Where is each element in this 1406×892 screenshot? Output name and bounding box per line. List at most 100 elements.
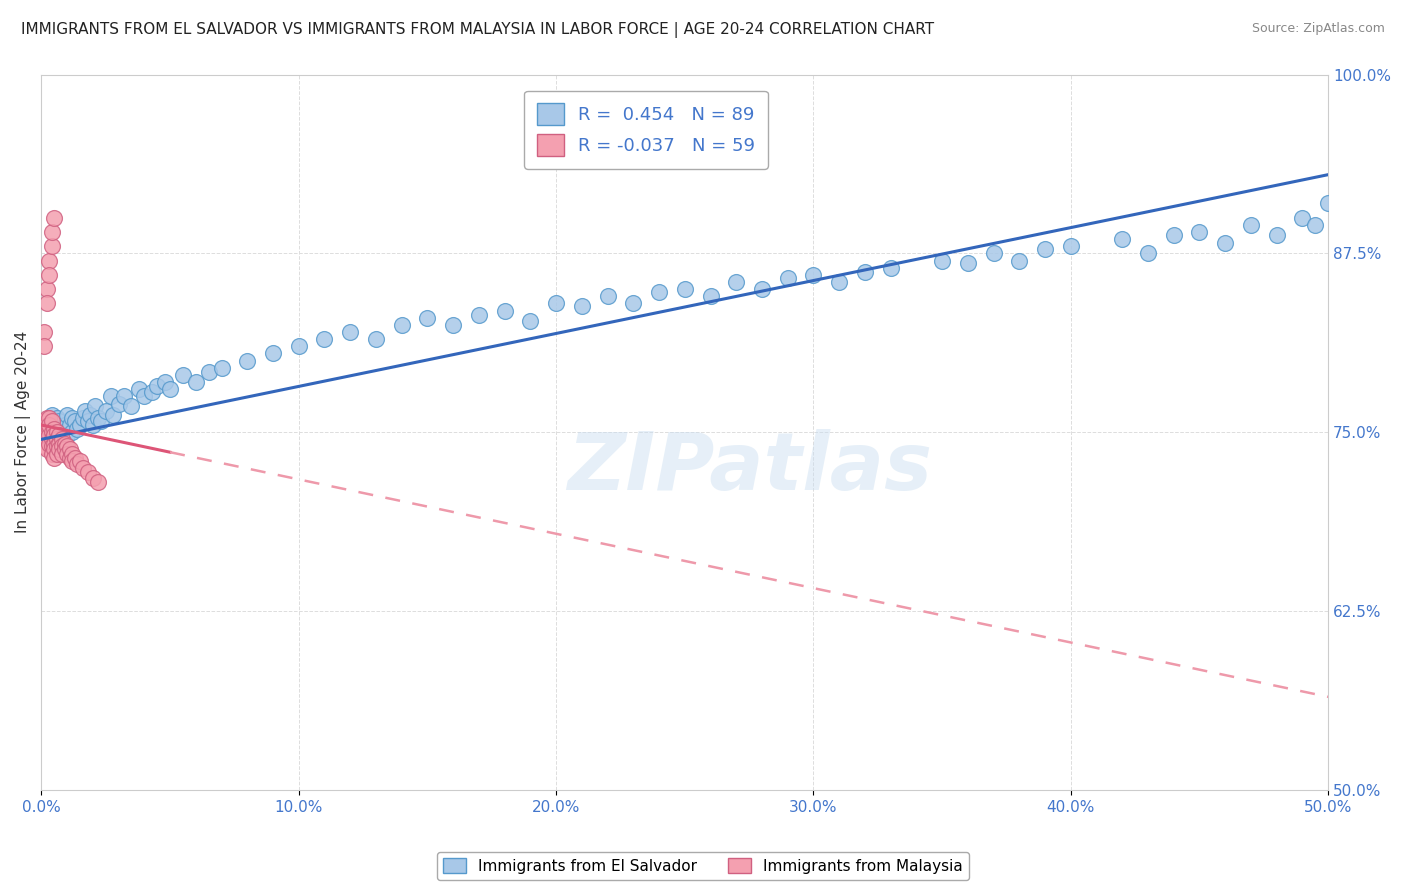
Point	[441, 318, 464, 332]
Point	[38, 436, 60, 450]
Point	[79, 408, 101, 422]
Point	[112, 389, 135, 403]
Point	[879, 260, 901, 275]
Point	[41, 422, 63, 436]
Point	[1265, 227, 1288, 242]
Point	[41, 239, 63, 253]
Point	[197, 365, 219, 379]
Point	[44, 450, 66, 465]
Point	[32, 339, 55, 353]
Point	[53, 436, 76, 450]
Point	[211, 360, 233, 375]
Point	[44, 211, 66, 225]
Point	[60, 410, 83, 425]
Point	[66, 422, 89, 436]
Point	[60, 425, 83, 440]
Point	[44, 425, 66, 440]
Point	[44, 442, 66, 457]
Point	[41, 225, 63, 239]
Point	[751, 282, 773, 296]
Point	[621, 296, 644, 310]
Point	[648, 285, 671, 299]
Point	[391, 318, 413, 332]
Point	[287, 339, 309, 353]
Point	[853, 265, 876, 279]
Point	[468, 308, 491, 322]
Point	[59, 450, 82, 465]
Point	[776, 270, 799, 285]
Point	[416, 310, 439, 325]
Point	[1317, 196, 1340, 211]
Point	[44, 414, 66, 428]
Point	[87, 410, 110, 425]
Point	[82, 417, 104, 432]
Point	[803, 268, 825, 282]
Point	[1136, 246, 1159, 260]
Point	[141, 385, 163, 400]
Point	[1163, 227, 1185, 242]
Point	[172, 368, 194, 382]
Point	[72, 461, 94, 475]
Point	[35, 433, 58, 447]
Point	[48, 436, 70, 450]
Point	[44, 422, 66, 436]
Point	[38, 422, 60, 436]
Point	[184, 375, 207, 389]
Point	[519, 313, 541, 327]
Point	[673, 282, 696, 296]
Point	[699, 289, 721, 303]
Point	[32, 417, 55, 432]
Point	[72, 410, 94, 425]
Point	[45, 433, 67, 447]
Point	[571, 299, 593, 313]
Point	[35, 410, 58, 425]
Point	[45, 433, 67, 447]
Point	[51, 440, 73, 454]
Point	[38, 253, 60, 268]
Point	[63, 414, 86, 428]
Point	[45, 410, 67, 425]
Point	[32, 440, 55, 454]
Point	[53, 442, 76, 457]
Point	[32, 414, 55, 428]
Point	[100, 389, 122, 403]
Point	[44, 436, 66, 450]
Point	[828, 275, 851, 289]
Point	[60, 454, 83, 468]
Point	[35, 422, 58, 436]
Point	[38, 417, 60, 432]
Point	[51, 447, 73, 461]
Point	[153, 375, 176, 389]
Point	[725, 275, 748, 289]
Point	[1111, 232, 1133, 246]
Point	[56, 428, 79, 442]
Point	[56, 440, 79, 454]
Point	[546, 296, 568, 310]
Point	[35, 417, 58, 432]
Point	[69, 454, 91, 468]
Point	[1291, 211, 1313, 225]
Point	[121, 400, 143, 414]
Point	[339, 325, 361, 339]
Text: Source: ZipAtlas.com: Source: ZipAtlas.com	[1251, 22, 1385, 36]
Point	[75, 403, 97, 417]
Point	[48, 442, 70, 457]
Point	[51, 425, 73, 440]
Point	[35, 414, 58, 428]
Point	[84, 400, 107, 414]
Point	[35, 442, 58, 457]
Point	[44, 428, 66, 442]
Point	[107, 396, 129, 410]
Point	[596, 289, 619, 303]
Point	[364, 332, 387, 346]
Point	[32, 425, 55, 440]
Point	[35, 282, 58, 296]
Point	[134, 389, 156, 403]
Point	[32, 325, 55, 339]
Point	[236, 353, 259, 368]
Point	[35, 428, 58, 442]
Point	[32, 433, 55, 447]
Point	[159, 382, 181, 396]
Point	[59, 442, 82, 457]
Point	[76, 414, 98, 428]
